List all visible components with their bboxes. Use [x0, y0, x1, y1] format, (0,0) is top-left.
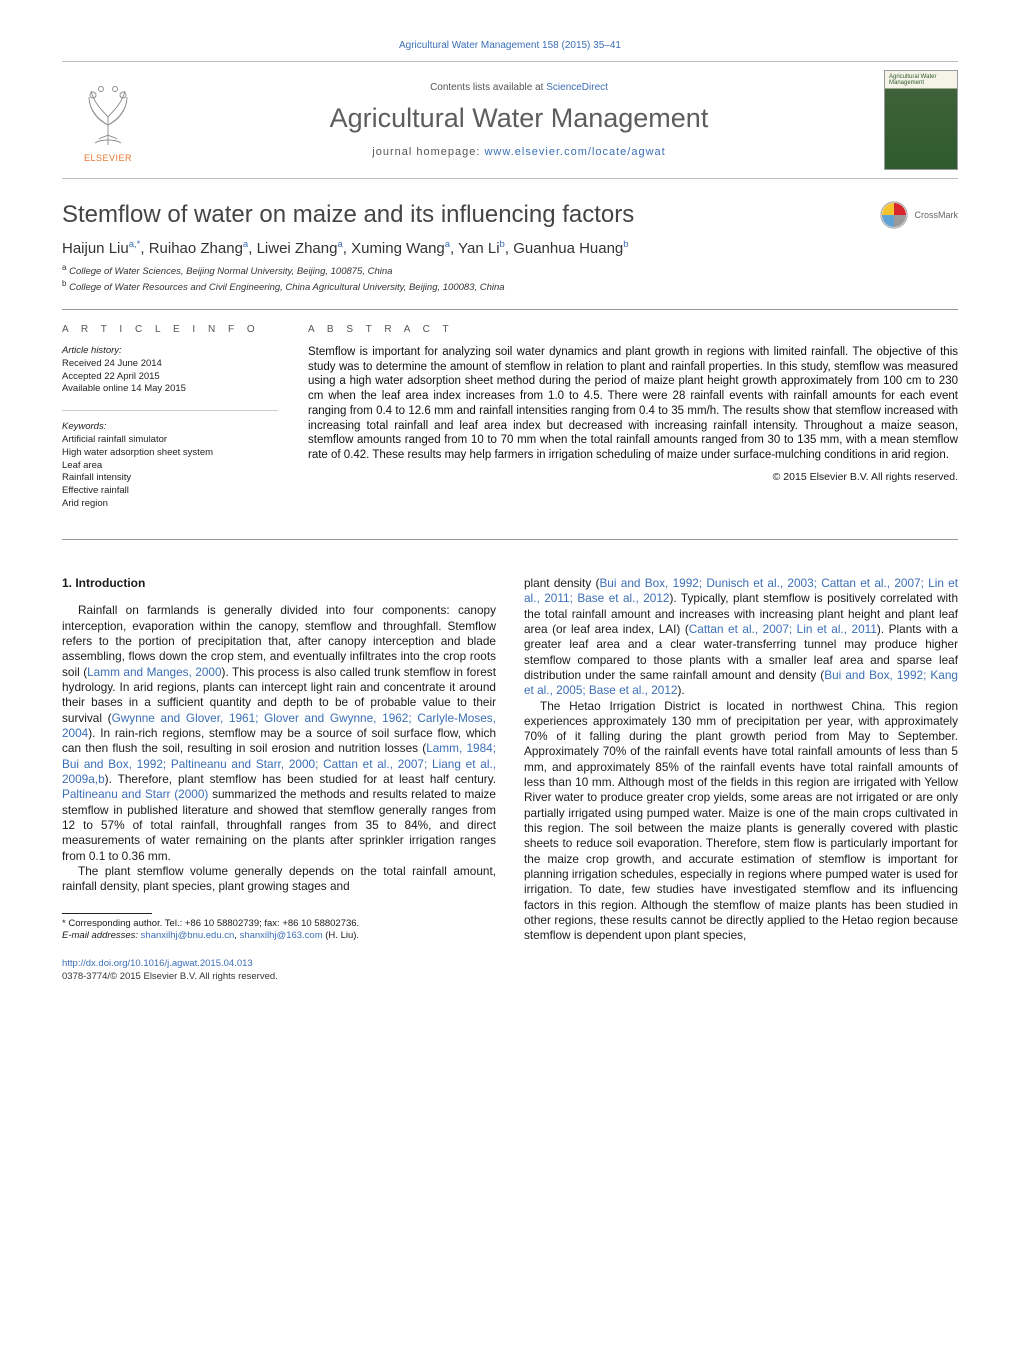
- rp1-text-a: plant density (: [524, 576, 599, 590]
- author-name: Haijun Liu: [62, 240, 129, 257]
- author-affil-sup: a: [445, 239, 450, 250]
- contents-lists-line: Contents lists available at ScienceDirec…: [154, 82, 884, 93]
- keyword-item: Effective rainfall: [62, 485, 278, 498]
- footnote-rule: [62, 913, 152, 914]
- body-columns: 1. Introduction Rainfall on farmlands is…: [62, 576, 958, 983]
- rp1-text-d: ).: [677, 683, 684, 697]
- corr-author-line: * Corresponding author. Tel.: +86 10 588…: [62, 918, 496, 930]
- body-left-column: 1. Introduction Rainfall on farmlands is…: [62, 576, 496, 983]
- issn-copyright-line: 0378-3774/© 2015 Elsevier B.V. All right…: [62, 971, 278, 982]
- article-info-heading: A R T I C L E I N F O: [62, 324, 278, 335]
- author-name: Yan Li: [458, 240, 499, 257]
- title-row: Stemflow of water on maize and its influ…: [62, 201, 958, 229]
- keyword-item: Rainfall intensity: [62, 472, 278, 485]
- ref-paltineanu-2000[interactable]: Paltineanu and Starr (2000): [62, 787, 208, 801]
- affiliations: a College of Water Sciences, Beijing Nor…: [62, 263, 958, 295]
- author-affil-sup: a: [337, 239, 342, 250]
- right-paragraph-1: plant density (Bui and Box, 1992; Dunisc…: [524, 576, 958, 699]
- keyword-item: Leaf area: [62, 460, 278, 473]
- keywords-block: Keywords: Artificial rainfall simulatorH…: [62, 421, 278, 511]
- history-accepted: Accepted 22 April 2015: [62, 371, 160, 382]
- authors-line: Haijun Liua,*, Ruihao Zhanga, Liwei Zhan…: [62, 239, 958, 257]
- body-right-column: plant density (Bui and Box, 1992; Dunisc…: [524, 576, 958, 983]
- email-line: E-mail addresses: shanxilhj@bnu.edu.cn, …: [62, 930, 496, 942]
- author-name: Guanhua Huang: [513, 240, 623, 257]
- corresponding-author-footnote: * Corresponding author. Tel.: +86 10 588…: [62, 918, 496, 943]
- doi-link[interactable]: http://dx.doi.org/10.1016/j.agwat.2015.0…: [62, 958, 253, 969]
- author-name: Liwei Zhang: [257, 240, 338, 257]
- doi-block: http://dx.doi.org/10.1016/j.agwat.2015.0…: [62, 958, 496, 983]
- journal-cover-thumbnail: Agricultural Water Management: [884, 70, 958, 170]
- ref-cattan-2007[interactable]: Cattan et al., 2007; Lin et al., 2011: [689, 622, 877, 636]
- abstract-text: Stemflow is important for analyzing soil…: [308, 345, 958, 463]
- crossmark-badge[interactable]: CrossMark: [880, 201, 958, 229]
- keywords-label: Keywords:: [62, 421, 106, 432]
- elsevier-logo: ELSEVIER: [62, 70, 154, 170]
- author-name: Ruihao Zhang: [149, 240, 243, 257]
- section-1-heading: 1. Introduction: [62, 576, 496, 592]
- affiliation-line: a College of Water Sciences, Beijing Nor…: [62, 263, 958, 279]
- page-root: Agricultural Water Management 158 (2015)…: [0, 0, 1020, 1013]
- author-affil-sup: a,*: [129, 239, 141, 250]
- email-link-2[interactable]: shanxilhj@163.com: [240, 930, 323, 941]
- history-online: Available online 14 May 2015: [62, 383, 186, 394]
- elsevier-tree-icon: [73, 77, 143, 151]
- author-affil-sup: b: [623, 239, 628, 250]
- sciencedirect-link[interactable]: ScienceDirect: [546, 82, 608, 93]
- contents-prefix: Contents lists available at: [430, 82, 546, 93]
- homepage-line: journal homepage: www.elsevier.com/locat…: [154, 146, 884, 158]
- info-abstract-row: A R T I C L E I N F O Article history: R…: [62, 309, 958, 540]
- keyword-item: Arid region: [62, 498, 278, 511]
- article-history-label: Article history:: [62, 345, 122, 356]
- crossmark-icon: [880, 201, 908, 229]
- ref-lamm-2000[interactable]: Lamm and Manges, 2000: [87, 665, 221, 679]
- abstract-column: A B S T R A C T Stemflow is important fo…: [308, 324, 958, 525]
- email-tail: (H. Liu).: [323, 930, 359, 941]
- keyword-item: High water adsorption sheet system: [62, 447, 278, 460]
- homepage-prefix: journal homepage:: [372, 146, 484, 158]
- journal-name: Agricultural Water Management: [154, 103, 884, 134]
- article-title: Stemflow of water on maize and its influ…: [62, 201, 634, 229]
- intro-paragraph-2: The plant stemflow volume generally depe…: [62, 864, 496, 895]
- crossmark-label: CrossMark: [914, 210, 958, 220]
- article-history-block: Article history: Received 24 June 2014 A…: [62, 345, 278, 396]
- author-affil-sup: a: [243, 239, 248, 250]
- masthead-center: Contents lists available at ScienceDirec…: [154, 70, 884, 170]
- intro-paragraph-1: Rainfall on farmlands is generally divid…: [62, 603, 496, 864]
- email-link-1[interactable]: shanxilhj@bnu.edu.cn: [141, 930, 235, 941]
- running-header: Agricultural Water Management 158 (2015)…: [62, 40, 958, 51]
- masthead: ELSEVIER Contents lists available at Sci…: [62, 61, 958, 179]
- elsevier-wordmark: ELSEVIER: [84, 153, 132, 163]
- info-divider: [62, 410, 278, 411]
- article-info-column: A R T I C L E I N F O Article history: R…: [62, 324, 278, 525]
- author-affil-sup: b: [500, 239, 505, 250]
- author-name: Xuming Wang: [351, 240, 445, 257]
- abstract-copyright: © 2015 Elsevier B.V. All rights reserved…: [308, 471, 958, 483]
- right-paragraph-2: The Hetao Irrigation District is located…: [524, 699, 958, 944]
- homepage-link[interactable]: www.elsevier.com/locate/agwat: [484, 146, 665, 158]
- abstract-heading: A B S T R A C T: [308, 324, 958, 335]
- keyword-item: Artificial rainfall simulator: [62, 434, 278, 447]
- cover-title: Agricultural Water Management: [889, 74, 953, 87]
- history-received: Received 24 June 2014: [62, 358, 162, 369]
- email-label: E-mail addresses:: [62, 930, 141, 941]
- keywords-list: Artificial rainfall simulatorHigh water …: [62, 434, 278, 511]
- affiliation-line: b College of Water Resources and Civil E…: [62, 279, 958, 295]
- p1-text-d: ). Therefore, plant stemflow has been st…: [105, 772, 496, 786]
